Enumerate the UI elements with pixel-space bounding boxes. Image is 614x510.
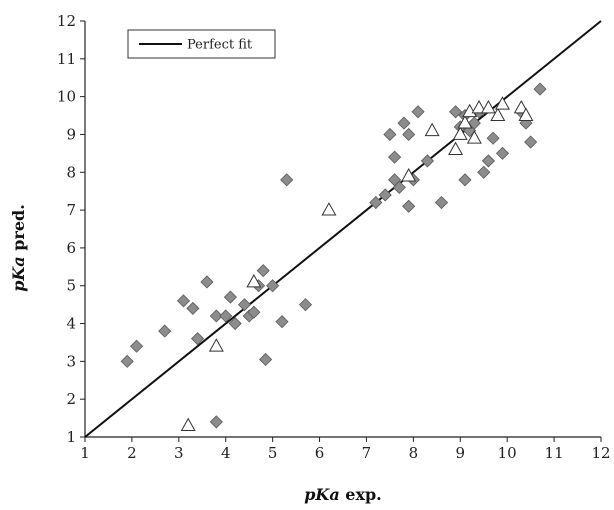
triangle-point [490, 107, 506, 121]
diamond-point [481, 154, 495, 168]
diamond-point [397, 116, 411, 130]
x-tick-label: 6 [315, 444, 325, 462]
diamond-point [402, 127, 416, 142]
triangle-point [180, 417, 196, 432]
diamond-point [247, 305, 261, 319]
diamond-point [402, 199, 416, 213]
x-tick-label: 2 [127, 444, 137, 462]
triangle-point [457, 115, 473, 129]
y-tick-label: 7 [66, 201, 76, 219]
x-tick-label: 9 [455, 444, 465, 462]
diamond-point [209, 309, 223, 323]
triangle-point [471, 99, 487, 114]
perfect-fit-line-group [84, 20, 602, 438]
triangle-point [513, 99, 529, 114]
diamond-point [369, 195, 383, 210]
diamond-point [449, 105, 463, 119]
diamond-point [467, 116, 481, 130]
triangle-point [246, 273, 262, 288]
triangle-point [208, 338, 224, 352]
diamond-point [219, 309, 233, 323]
diamond-point [176, 294, 191, 308]
diamond-point [388, 150, 402, 164]
diamond-point [158, 324, 172, 338]
triangle-point [494, 96, 510, 110]
diamond-point [223, 290, 237, 304]
diamond-point [486, 131, 500, 145]
diamond-point [266, 279, 280, 293]
triangle-point [462, 103, 478, 118]
y-tick-label: 1 [66, 428, 76, 446]
diamond-point [280, 173, 294, 187]
diamond-point [256, 264, 270, 278]
legend-label: Perfect fit [187, 38, 253, 53]
x-tick-label: 1 [80, 444, 90, 462]
perfect-fit-line [84, 20, 602, 438]
triangle-point [401, 168, 417, 182]
triangle-point [452, 126, 468, 140]
diamond-point [477, 165, 491, 179]
diamond-point [392, 180, 406, 194]
y-tick-label: 10 [57, 88, 76, 106]
diamond-point [420, 154, 435, 168]
diamond-point [186, 301, 200, 315]
diamond-point [200, 275, 214, 289]
diamond-point [458, 173, 472, 187]
diamond-point [259, 352, 273, 367]
diamond-point [411, 105, 425, 119]
y-tick-label: 6 [66, 239, 76, 257]
triangle-point [448, 141, 464, 155]
y-tick-label: 8 [66, 163, 76, 181]
diamond-point [533, 82, 547, 96]
x-tick-label: 10 [498, 444, 517, 462]
x-tick-label: 12 [591, 444, 610, 462]
diamond-point [228, 316, 242, 331]
y-axis-title: pKa pred. [9, 204, 28, 292]
x-axis-title: pKa exp. [304, 485, 382, 504]
x-tick-label: 11 [545, 444, 564, 462]
y-tick-label: 5 [66, 277, 76, 295]
diamond-point [120, 354, 134, 368]
triangle-point [321, 202, 337, 216]
triangle-point [518, 107, 534, 121]
diamond-point [298, 298, 313, 312]
diamond-point [378, 188, 392, 202]
x-tick-label: 7 [362, 444, 372, 462]
triangle-point [424, 122, 440, 137]
y-tick-label: 2 [66, 390, 76, 408]
diamond-point [209, 415, 223, 429]
diamond-point [191, 332, 205, 346]
y-tick-label: 9 [66, 125, 76, 143]
diamond-point [275, 315, 289, 329]
diamond-point [237, 298, 252, 312]
legend: Perfect fit [127, 29, 276, 59]
x-tick-label: 5 [268, 444, 278, 462]
x-tick-label: 3 [174, 444, 184, 462]
y-tick-label: 12 [57, 12, 76, 30]
diamond-point [495, 146, 510, 160]
triangle-point [466, 130, 482, 144]
y-tick-label: 4 [66, 315, 76, 333]
diamond-point [524, 135, 538, 149]
y-tick-label: 11 [57, 50, 76, 68]
x-tick-label: 8 [409, 444, 419, 462]
y-tick-label: 3 [66, 352, 76, 370]
data-points [120, 82, 547, 432]
diamond-point [434, 195, 449, 210]
triangle-point [480, 99, 496, 114]
diamond-point [130, 339, 144, 353]
x-tick-label: 4 [221, 444, 231, 462]
diamond-point [383, 127, 397, 142]
